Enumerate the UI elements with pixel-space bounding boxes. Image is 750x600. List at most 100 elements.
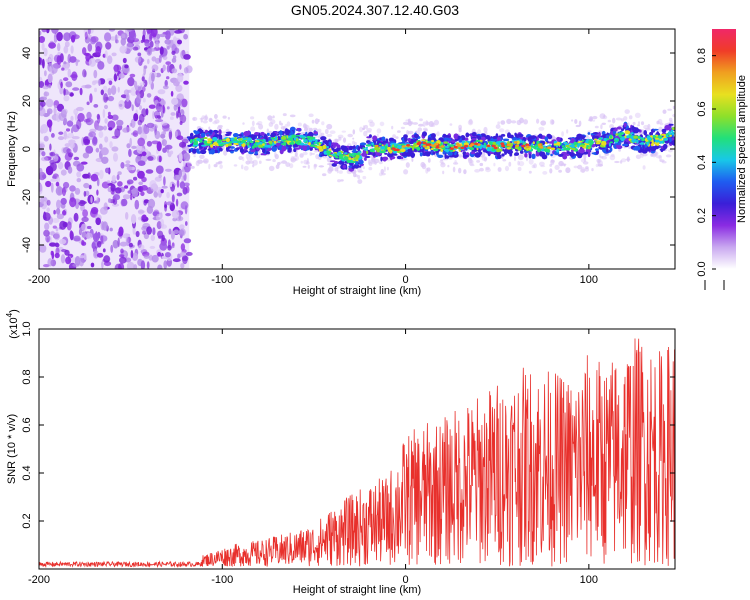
noise-speckle bbox=[125, 236, 129, 246]
snr-series-line bbox=[39, 338, 675, 569]
noise-speckle bbox=[51, 251, 55, 260]
track-halo bbox=[582, 161, 589, 165]
track-band bbox=[382, 157, 387, 162]
track-core bbox=[641, 138, 645, 142]
snr-ytick-label: 1.0 bbox=[21, 321, 33, 336]
track-halo bbox=[571, 119, 574, 122]
track-halo bbox=[246, 156, 253, 162]
track-band bbox=[359, 142, 367, 146]
track-halo bbox=[565, 167, 571, 174]
noise-speckle bbox=[147, 58, 150, 65]
track-band bbox=[244, 150, 249, 153]
noise-speckle bbox=[80, 204, 85, 212]
noise-speckle bbox=[124, 185, 129, 189]
noise-speckle bbox=[148, 254, 153, 261]
noise-speckle bbox=[175, 198, 179, 207]
track-core bbox=[546, 148, 551, 153]
noise-speckle bbox=[108, 127, 113, 131]
track-band bbox=[469, 134, 473, 137]
track-halo bbox=[483, 156, 487, 162]
noise-speckle bbox=[158, 174, 162, 179]
track-core bbox=[569, 144, 575, 148]
noise-speckle bbox=[51, 133, 55, 138]
noise-speckle bbox=[175, 84, 183, 93]
noise-speckle bbox=[104, 136, 109, 143]
track-core bbox=[414, 147, 417, 149]
noise-speckle bbox=[166, 64, 170, 73]
track-band bbox=[451, 140, 456, 143]
track-core bbox=[331, 154, 336, 156]
noise-speckle bbox=[137, 137, 146, 147]
track-halo bbox=[497, 167, 502, 172]
track-band bbox=[569, 152, 575, 157]
track-halo bbox=[268, 165, 275, 172]
noise-speckle bbox=[63, 46, 68, 54]
noise-speckle bbox=[132, 130, 139, 138]
noise-speckle bbox=[107, 55, 113, 65]
track-band bbox=[531, 153, 536, 159]
track-band bbox=[471, 138, 477, 141]
track-core bbox=[563, 141, 568, 144]
track-halo bbox=[352, 137, 355, 140]
track-halo bbox=[300, 160, 303, 164]
track-halo bbox=[322, 155, 328, 159]
noise-speckle bbox=[157, 115, 161, 119]
track-halo bbox=[447, 164, 450, 168]
track-band bbox=[634, 145, 641, 151]
noise-speckle bbox=[70, 115, 74, 122]
track-halo bbox=[635, 154, 642, 160]
track-core bbox=[392, 150, 398, 154]
noise-speckle bbox=[142, 97, 146, 103]
noise-speckle bbox=[173, 229, 179, 235]
noise-speckle bbox=[39, 143, 43, 153]
noise-speckle bbox=[162, 85, 169, 90]
noise-speckle bbox=[160, 189, 164, 194]
snr-y-multiplier-exp: 4 bbox=[5, 312, 14, 317]
track-band bbox=[519, 150, 524, 154]
track-halo bbox=[359, 126, 363, 133]
noise-speckle bbox=[108, 29, 116, 32]
track-band bbox=[506, 149, 513, 155]
track-core bbox=[626, 135, 630, 139]
noise-speckle bbox=[65, 81, 73, 88]
track-band bbox=[507, 132, 511, 139]
track-band bbox=[668, 123, 674, 126]
spectrogram-y-axis-label: Frequency (Hz) bbox=[6, 111, 18, 187]
track-band bbox=[239, 148, 244, 153]
track-halo bbox=[637, 124, 640, 127]
track-band bbox=[296, 128, 300, 131]
track-halo bbox=[427, 158, 431, 163]
noise-speckle bbox=[88, 184, 92, 190]
track-band bbox=[331, 142, 335, 146]
noise-speckle bbox=[45, 234, 51, 243]
track-halo bbox=[282, 113, 287, 117]
noise-speckle bbox=[43, 91, 50, 97]
track-halo bbox=[588, 119, 592, 122]
spectrogram-xtick-label: 0 bbox=[403, 274, 409, 286]
track-band bbox=[592, 132, 599, 135]
noise-speckle bbox=[95, 46, 102, 56]
track-halo bbox=[573, 165, 578, 169]
track-core bbox=[469, 147, 475, 151]
noise-speckle bbox=[139, 105, 142, 111]
track-core bbox=[216, 139, 222, 144]
track-band bbox=[649, 131, 654, 136]
track-halo bbox=[476, 160, 481, 163]
track-halo bbox=[436, 131, 440, 136]
noise-speckle bbox=[111, 175, 116, 183]
track-core bbox=[545, 142, 548, 145]
track-core bbox=[273, 140, 277, 144]
track-core bbox=[613, 139, 620, 142]
noise-speckle bbox=[81, 231, 87, 238]
noise-speckle bbox=[142, 230, 147, 235]
track-halo bbox=[495, 124, 501, 129]
track-halo bbox=[202, 120, 208, 124]
noise-speckle bbox=[140, 260, 146, 269]
track-halo bbox=[258, 160, 262, 164]
track-band bbox=[342, 164, 346, 169]
noise-speckle bbox=[119, 103, 123, 107]
track-band bbox=[265, 151, 270, 155]
noise-speckle bbox=[62, 77, 69, 82]
colorbar-tick-label: 0.0 bbox=[696, 261, 708, 276]
track-halo bbox=[307, 164, 310, 169]
